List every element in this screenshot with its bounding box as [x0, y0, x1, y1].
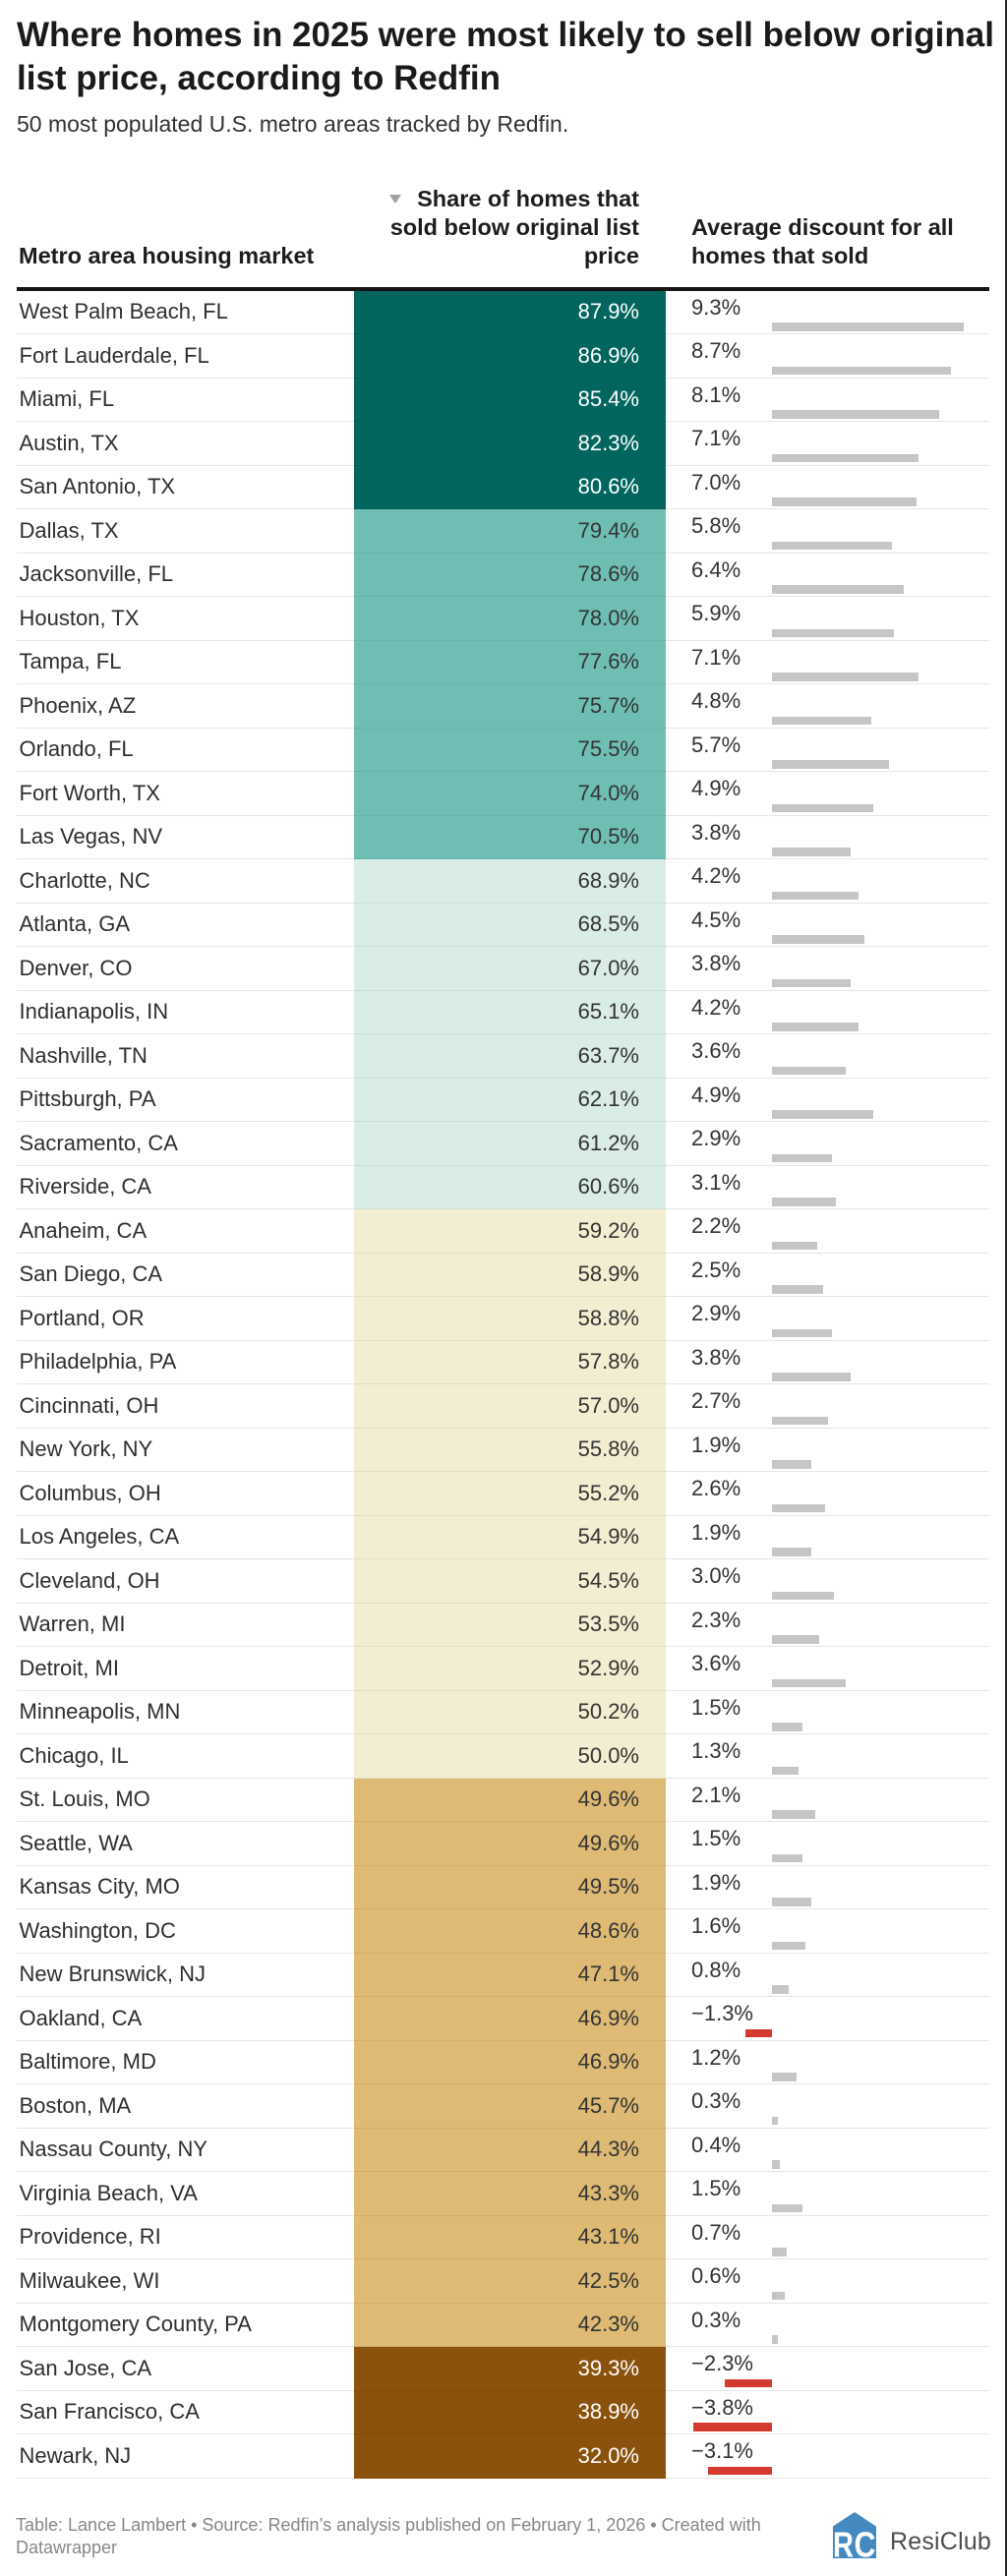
svg-text:R: R — [833, 2525, 854, 2559]
svg-text:C: C — [855, 2525, 876, 2559]
